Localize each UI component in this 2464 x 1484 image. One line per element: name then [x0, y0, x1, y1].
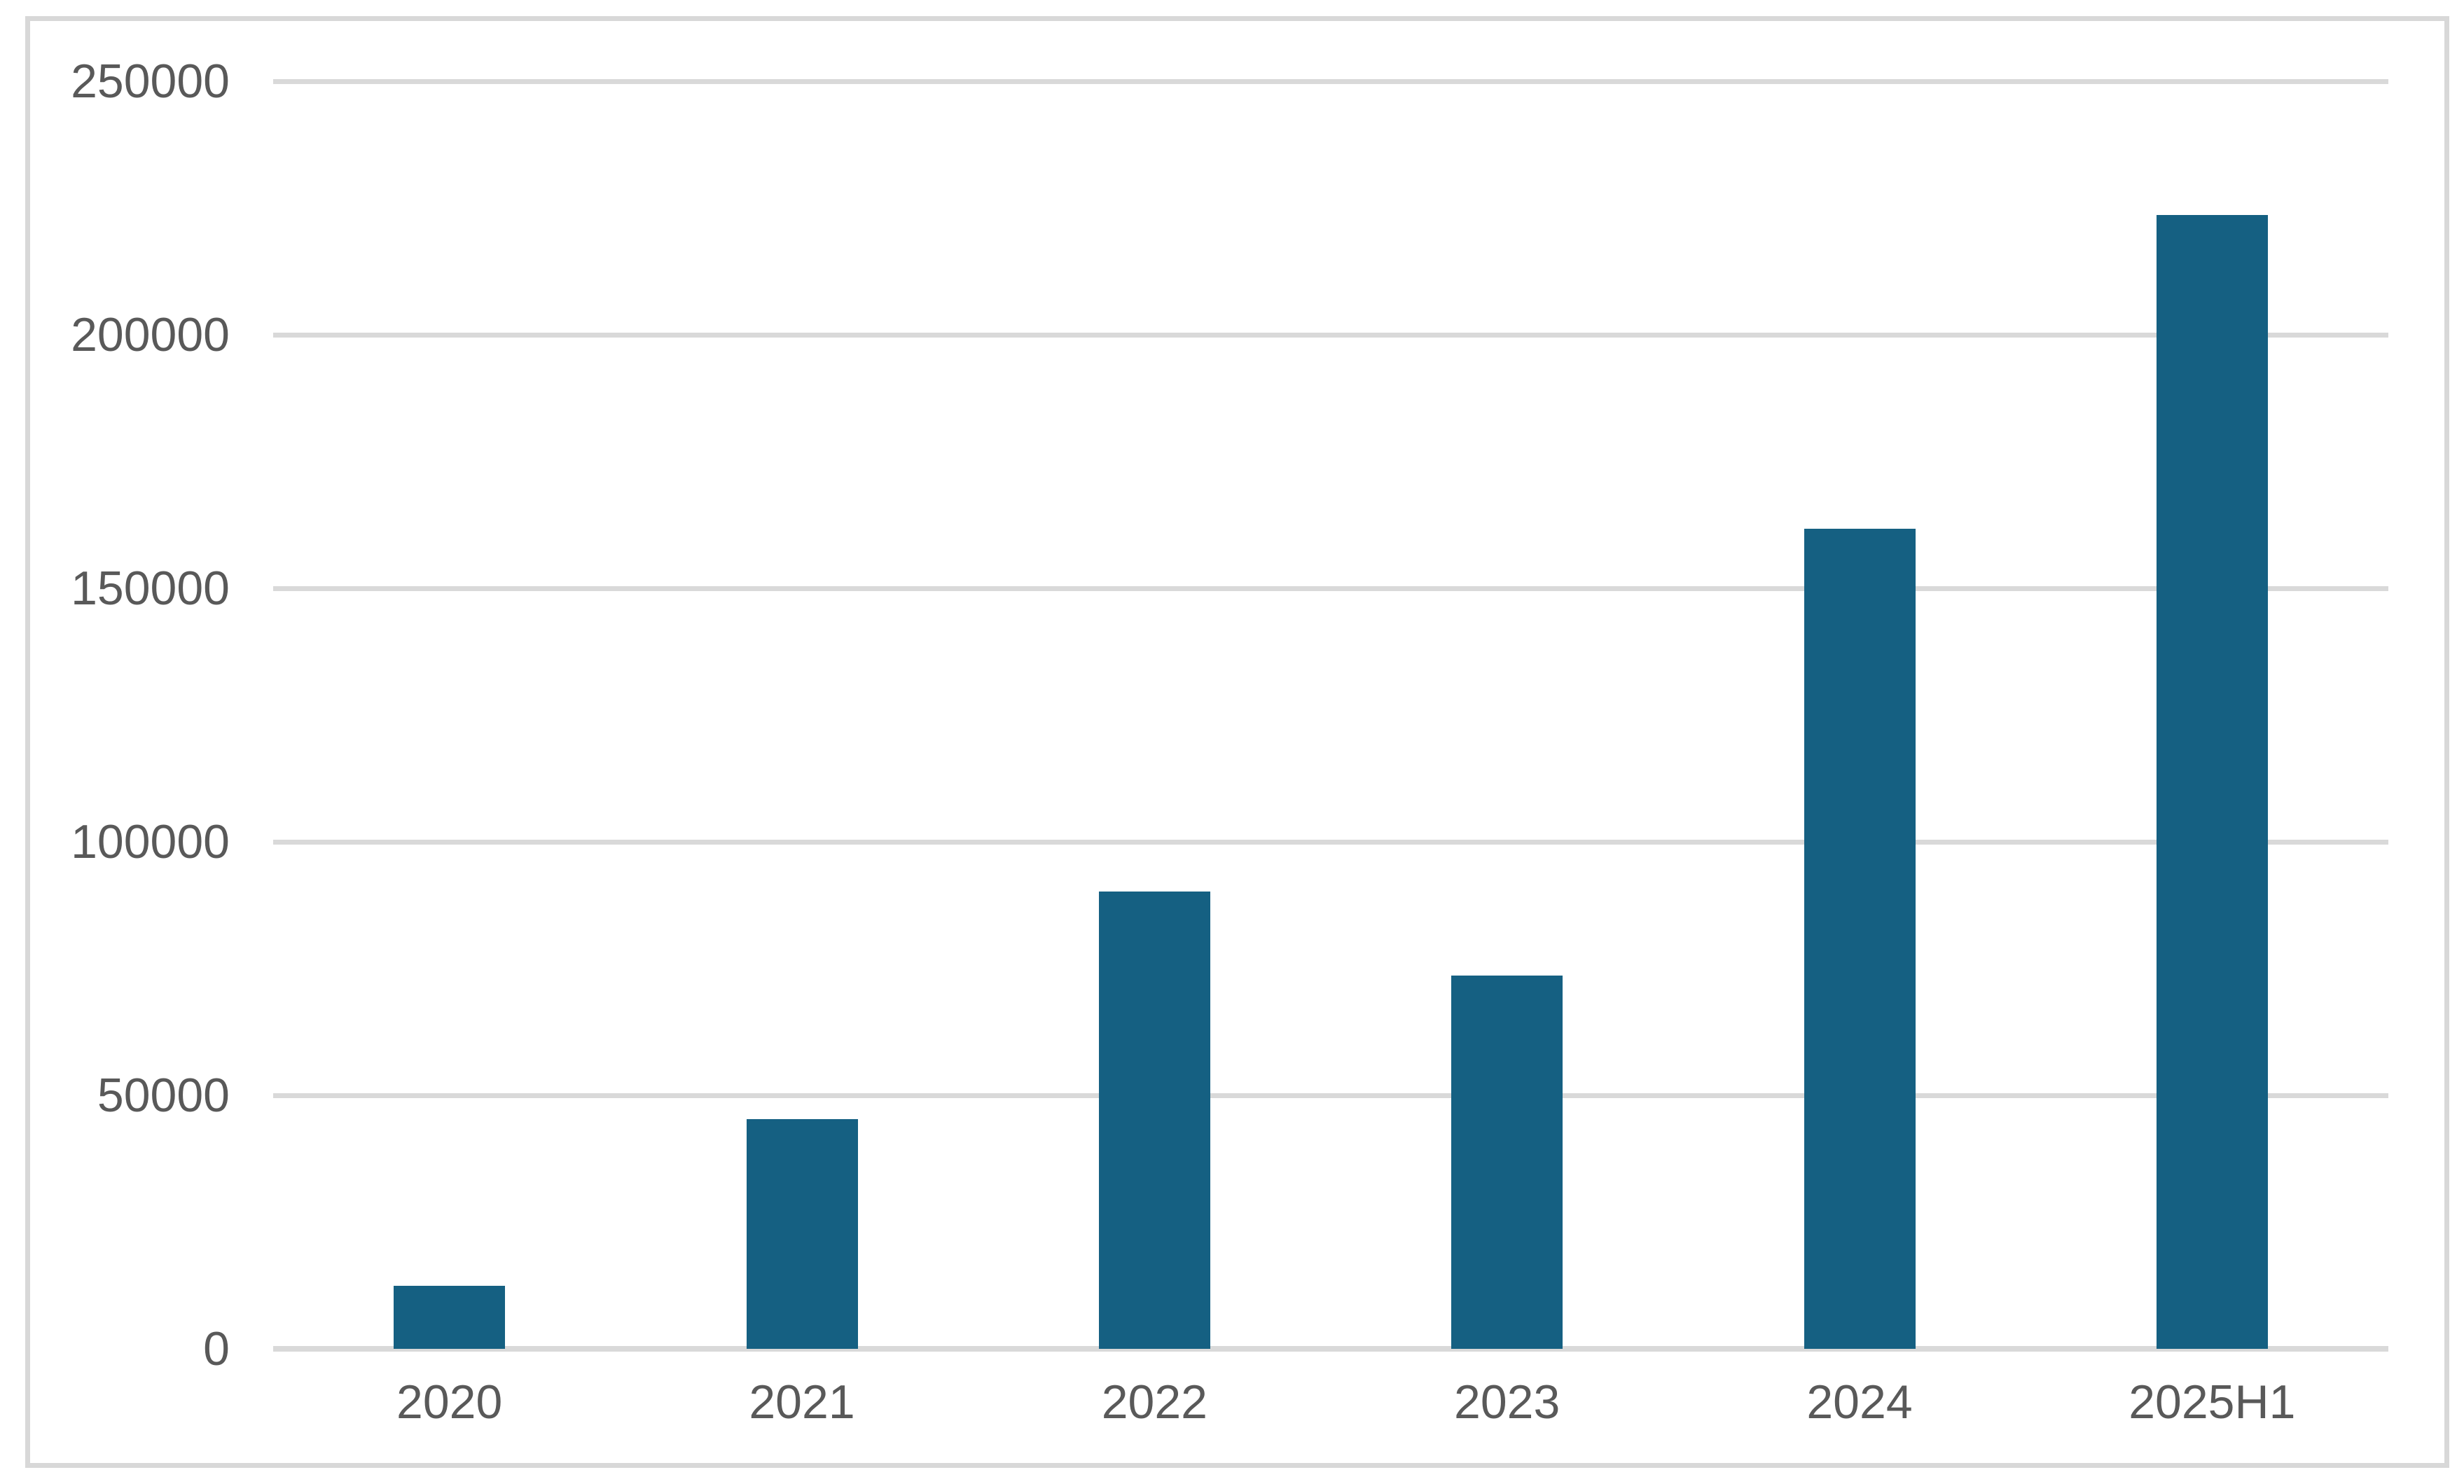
gridline-50000 — [273, 1093, 2388, 1098]
bar-2025H1 — [2156, 215, 2268, 1349]
x-axis-tick-label: 2023 — [1454, 1375, 1560, 1429]
gridline-150000 — [273, 586, 2388, 591]
bar-2022 — [1098, 891, 1210, 1349]
gridline-250000 — [273, 79, 2388, 84]
x-axis-tick-label: 2020 — [396, 1375, 503, 1429]
bar-2021 — [746, 1119, 858, 1349]
x-axis-tick-label: 2024 — [1806, 1375, 1913, 1429]
y-axis-tick-label: 0 — [203, 1322, 230, 1375]
chart-frame — [25, 16, 2449, 1468]
y-axis-tick-label: 50000 — [97, 1069, 230, 1122]
y-axis-tick-label: 100000 — [71, 815, 230, 868]
y-axis-tick-label: 150000 — [71, 562, 230, 615]
y-axis-tick-label: 250000 — [71, 55, 230, 108]
gridline-100000 — [273, 840, 2388, 845]
x-axis-line — [273, 1346, 2388, 1352]
y-axis-tick-label: 200000 — [71, 308, 230, 361]
bar-2024 — [1804, 528, 1916, 1349]
x-axis-tick-label: 2021 — [749, 1375, 855, 1429]
gridline-200000 — [273, 333, 2388, 338]
bar-2020 — [394, 1286, 506, 1349]
x-axis-tick-label: 2022 — [1101, 1375, 1207, 1429]
x-axis-tick-label: 2025H1 — [2129, 1375, 2296, 1429]
bar-2023 — [1451, 976, 1563, 1349]
